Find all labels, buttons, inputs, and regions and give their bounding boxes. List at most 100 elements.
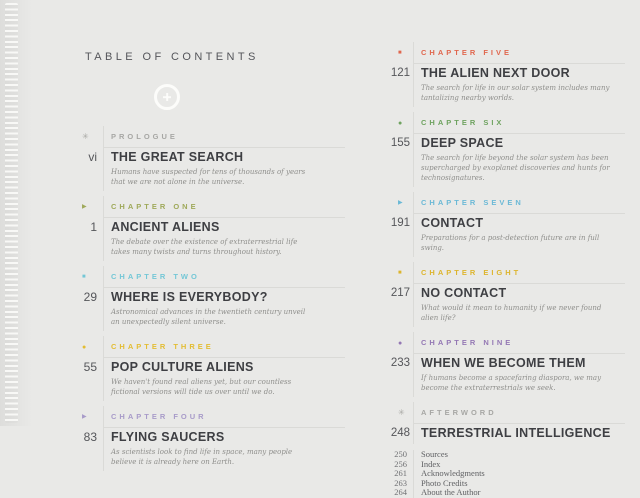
page-title: TABLE OF CONTENTS	[85, 51, 259, 63]
chapter-page-number: 83	[83, 430, 97, 444]
backmatter-title: Index	[413, 459, 625, 470]
backmatter-row: 250 Sources	[388, 449, 625, 460]
toc-entry: ✳ PROLOGUE vi THE GREAT SEARCH Humans ha…	[74, 126, 345, 191]
chapter-title: ANCIENT ALIENS	[111, 220, 220, 234]
backmatter-title: About the Author	[413, 488, 625, 498]
chapter-label-cell: AFTERWORD	[413, 402, 625, 424]
chapter-page-number: vi	[88, 150, 97, 164]
triangle-icon: ▶	[398, 200, 403, 206]
chapter-description: Humans have suspected for tens of thousa…	[111, 168, 306, 186]
chapter-bullet-cell: ✳	[74, 126, 103, 148]
chapter-label-cell: CHAPTER SEVEN	[413, 192, 625, 214]
chapter-label: CHAPTER NINE	[421, 338, 514, 347]
chapter-description: The debate over the existence of extrate…	[111, 238, 298, 256]
backmatter-page-number: 250	[394, 449, 407, 459]
chapter-label-cell: CHAPTER NINE	[413, 332, 625, 354]
circle-icon: ●	[398, 339, 403, 347]
backmatter-rows: 250 Sources 256 Index 261 Acknowledgment…	[388, 449, 625, 498]
chapter-label-cell: CHAPTER EIGHT	[413, 262, 625, 284]
chapter-title: THE GREAT SEARCH	[111, 150, 244, 164]
chapter-page-number: 155	[390, 137, 410, 149]
chapter-bullet-cell: ●	[74, 336, 103, 358]
chapter-description: If humans become a spacefaring diaspora,…	[421, 374, 602, 392]
chapter-description: Preparations for a post-detection future…	[421, 234, 600, 252]
backmatter-title: Sources	[413, 449, 625, 460]
backmatter-title: Acknowledgments	[413, 469, 625, 479]
spiral-binding	[5, 3, 18, 423]
chapter-body: DEEP SPACE The search for life beyond th…	[413, 134, 625, 187]
chapter-body: ANCIENT ALIENS The debate over the exist…	[103, 218, 345, 261]
chapter-page-number: 1	[90, 220, 97, 234]
chapter-page-number: 217	[390, 287, 410, 299]
backmatter-row: 256 Index	[388, 458, 625, 470]
chapter-bullet-cell: ■	[388, 262, 413, 284]
chapter-label: PROLOGUE	[111, 132, 178, 141]
toc-entry: ▶ CHAPTER SEVEN 191 CONTACT Preparations…	[388, 192, 625, 257]
chapter-body: FLYING SAUCERS As scientists look to fin…	[103, 428, 345, 471]
chapter-body: TERRESTRIAL INTELLIGENCE	[413, 424, 625, 444]
toc-entry: ● CHAPTER NINE 233 WHEN WE BECOME THEM I…	[388, 332, 625, 397]
chapter-label-cell: CHAPTER ONE	[103, 196, 345, 218]
backmatter-row: 264 About the Author	[388, 488, 625, 498]
chapter-label: CHAPTER TWO	[111, 272, 200, 281]
chapter-label-cell: CHAPTER FOUR	[103, 406, 345, 428]
plus-circle-icon	[154, 84, 180, 110]
chapter-title: NO CONTACT	[421, 286, 507, 300]
chapter-bullet-cell: ●	[388, 112, 413, 134]
toc-entry: ▶ CHAPTER FOUR 83 FLYING SAUCERS As scie…	[74, 406, 345, 471]
chapter-body: WHERE IS EVERYBODY? Astronomical advance…	[103, 288, 345, 331]
chapter-label-cell: CHAPTER TWO	[103, 266, 345, 288]
toc-entry: ▶ CHAPTER ONE 1 ANCIENT ALIENS The debat…	[74, 196, 345, 261]
chapter-bullet-cell: ▶	[388, 192, 413, 214]
circle-icon: ●	[398, 119, 403, 127]
toc-entry: ■ CHAPTER EIGHT 217 NO CONTACT What woul…	[388, 262, 625, 327]
chapter-title: DEEP SPACE	[421, 136, 504, 150]
chapter-page-number: 29	[83, 290, 97, 304]
chapter-label: CHAPTER SEVEN	[421, 198, 524, 207]
chapter-body: THE GREAT SEARCH Humans have suspected f…	[103, 148, 345, 191]
toc-entries-left: ✳ PROLOGUE vi THE GREAT SEARCH Humans ha…	[74, 126, 345, 471]
asterisk-icon: ✳	[82, 132, 89, 141]
toc-entry: ✳ AFTERWORD 248 TERRESTRIAL INTELLIGENCE	[388, 402, 625, 444]
backmatter-row: 261 Acknowledgments	[388, 469, 625, 479]
chapter-title: FLYING SAUCERS	[111, 430, 225, 444]
circle-icon: ●	[82, 343, 87, 351]
chapter-title: CONTACT	[421, 216, 484, 230]
chapter-label-cell: CHAPTER SIX	[413, 112, 625, 134]
chapter-label: CHAPTER FOUR	[111, 412, 207, 421]
chapter-bullet-cell: ■	[388, 42, 413, 64]
chapter-body: NO CONTACT What would it mean to humanit…	[413, 284, 625, 327]
toc-entry: ■ CHAPTER FIVE 121 THE ALIEN NEXT DOOR T…	[388, 42, 625, 107]
chapter-page-number: 248	[390, 427, 410, 439]
square-icon: ■	[398, 270, 402, 276]
chapter-title: WHEN WE BECOME THEM	[421, 356, 586, 370]
backmatter-page-number: 256	[394, 458, 407, 469]
chapter-description: The search for life in our solar system …	[421, 84, 610, 102]
chapter-page-number: 191	[390, 217, 410, 229]
chapter-page-number: 55	[83, 360, 97, 374]
chapter-label-cell: CHAPTER THREE	[103, 336, 345, 358]
toc-right-column: ■ CHAPTER FIVE 121 THE ALIEN NEXT DOOR T…	[388, 42, 625, 498]
toc-left-column: ✳ PROLOGUE vi THE GREAT SEARCH Humans ha…	[74, 126, 345, 476]
chapter-bullet-cell: ✳	[388, 402, 413, 424]
chapter-description: As scientists look to find life in space…	[111, 448, 293, 466]
backmatter-title: Photo Credits	[413, 478, 625, 489]
chapter-description: We haven't found real aliens yet, but ou…	[111, 378, 292, 396]
toc-entry: ■ CHAPTER TWO 29 WHERE IS EVERYBODY? Ast…	[74, 266, 345, 331]
chapter-label-cell: CHAPTER FIVE	[413, 42, 625, 64]
triangle-icon: ▶	[82, 204, 87, 210]
chapter-page-number: 121	[390, 67, 410, 79]
asterisk-icon: ✳	[398, 408, 405, 417]
chapter-title: WHERE IS EVERYBODY?	[111, 290, 268, 304]
backmatter-page-number: 263	[394, 477, 407, 488]
chapter-bullet-cell: ▶	[74, 196, 103, 218]
chapter-label-cell: PROLOGUE	[103, 126, 345, 148]
chapter-label: CHAPTER THREE	[111, 342, 214, 351]
chapter-title: TERRESTRIAL INTELLIGENCE	[421, 426, 611, 440]
chapter-bullet-cell: ▶	[74, 406, 103, 428]
square-icon: ■	[398, 50, 402, 56]
chapter-bullet-cell: ■	[74, 266, 103, 288]
chapter-label: CHAPTER ONE	[111, 202, 199, 211]
chapter-body: CONTACT Preparations for a post-detectio…	[413, 214, 625, 257]
chapter-label: CHAPTER EIGHT	[421, 268, 522, 277]
